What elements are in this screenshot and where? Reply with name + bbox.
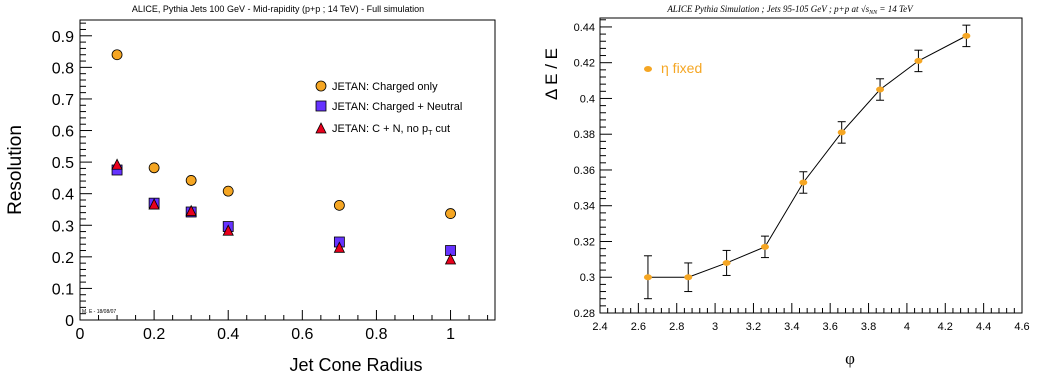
right-y-tick-label: 0.32 — [574, 236, 595, 248]
left-x-tick-label: 0.4 — [217, 326, 239, 343]
left-y-tick-label: 0.7 — [52, 92, 74, 109]
right-plot-frame — [599, 17, 1023, 314]
left-y-tick-label: 0.1 — [52, 281, 74, 298]
left-y-tick-label: 0.4 — [52, 187, 74, 204]
right-x-tick-label: 2.6 — [631, 321, 646, 333]
legend-label-charged-neutral: JETAN: Charged + Neutral — [332, 101, 462, 113]
legend-square-marker — [315, 100, 327, 112]
right-axes: 0.28 0.3 0.32 0.34 0.36 0.38 0.4 0.42 0.44 2.4 2.6… — [574, 19, 1030, 333]
right-y-axis-label: Δ E / E — [542, 48, 561, 100]
data-point — [837, 129, 846, 136]
triangle-point-no-pt-cut — [111, 158, 123, 170]
left-plot-frame — [79, 19, 496, 321]
left-chart-title: ALICE, Pythia Jets 100 GeV - Mid-rapidit… — [132, 4, 424, 14]
left-y-tick-label: 0.2 — [52, 250, 74, 267]
right-title-sub: NN — [868, 10, 878, 16]
right-x-tick-label: 3.4 — [784, 321, 799, 333]
right-title-main: ALICE Pythia Simulation ; Jets 95-105 Ge… — [666, 4, 859, 14]
triangle-point-no-pt-cut — [185, 204, 197, 217]
left-x-axis-label: Jet Cone Radius — [289, 355, 422, 375]
triangle-point-no-pt-cut — [333, 241, 346, 253]
legend-label-no-pt-cut-sub: T — [428, 130, 433, 137]
right-x-tick-label: 3.6 — [823, 321, 838, 333]
circle-point-charged-only — [148, 162, 160, 174]
left-x-tick-label: 1 — [446, 326, 455, 343]
right-y-tick-label: 0.34 — [574, 201, 595, 213]
right-y-tick-label: 0.44 — [574, 22, 595, 34]
left-y-axis-label: Resolution — [5, 125, 26, 215]
left-y-tick-label: 0.6 — [52, 124, 74, 141]
circle-point-charged-only — [185, 175, 197, 186]
left-y-tick-label: 0.8 — [52, 60, 74, 77]
left-x-tick-label: 0.2 — [143, 326, 165, 343]
right-y-tick-label: 0.28 — [574, 308, 595, 320]
right-x-tick-label: 4 — [904, 321, 910, 333]
circle-point-charged-only — [222, 185, 234, 197]
left-axes: 0 0.1 0.2 0.3 0.4 0.5 0.6 0.7 0.8 0.9 0 0.2 0.4 0.6 0.… — [52, 22, 489, 343]
resolution-chart: ALICE, Pythia Jets 100 GeV - Mid-rapidit… — [5, 4, 496, 375]
triangle-point-no-pt-cut — [148, 198, 160, 210]
right-y-tick-label: 0.4 — [580, 93, 595, 105]
right-y-tick-label: 0.3 — [580, 272, 595, 284]
legend-label-charged-only: JETAN: Charged only — [332, 81, 438, 93]
right-y-tick-label: 0.42 — [574, 58, 595, 70]
left-x-tick-label: 0 — [76, 326, 85, 343]
right-x-tick-label: 2.4 — [592, 321, 607, 333]
legend-circle-marker — [315, 80, 327, 92]
right-x-axis-label: φ — [845, 349, 855, 368]
triangle-point-no-pt-cut — [222, 224, 234, 236]
right-x-tick-label: 3 — [712, 321, 718, 333]
energy-resolution-chart: ALICE Pythia Simulation ; Jets 95-105 Ge… — [542, 4, 1030, 368]
data-point — [876, 86, 885, 93]
right-y-tick-label: 0.38 — [574, 129, 595, 141]
right-x-tick-label: 4.4 — [976, 321, 991, 333]
right-x-tick-label: 4.2 — [938, 321, 953, 333]
data-point — [643, 274, 652, 281]
right-title-suffix: = 14 TeV — [877, 4, 914, 14]
legend-label-no-pt-cut-suffix: cut — [432, 123, 450, 135]
right-y-tick-label: 0.36 — [574, 165, 595, 177]
data-point — [799, 179, 808, 186]
legend-label-no-pt-cut-main: JETAN: C + N, no p — [332, 123, 428, 135]
triangle-point-no-pt-cut — [444, 253, 457, 265]
right-legend: η fixed — [644, 60, 702, 76]
data-point — [684, 274, 693, 281]
right-data-marks — [643, 24, 971, 300]
right-x-tick-label: 4.6 — [1014, 321, 1029, 333]
left-y-tick-label: 0.3 — [52, 218, 74, 235]
legend-label-no-pt-cut: JETAN: C + N, no pT cut — [332, 123, 450, 137]
legend-triangle-marker — [315, 122, 327, 134]
left-data-marks — [111, 49, 457, 265]
left-y-tick-label: 0 — [65, 313, 74, 330]
left-x-tick-label: 0.8 — [365, 326, 387, 343]
date-stamp: M. E - 18/08/07 — [82, 309, 116, 315]
circle-point-charged-only — [111, 49, 123, 61]
circle-point-charged-only — [445, 208, 456, 219]
right-legend-marker — [644, 66, 652, 72]
right-x-tick-label: 2.8 — [669, 321, 684, 333]
data-point — [760, 243, 769, 250]
left-y-tick-label: 0.5 — [52, 155, 74, 172]
data-point — [962, 32, 971, 39]
left-y-tick-label: 0.9 — [52, 29, 74, 46]
right-legend-label: η fixed — [661, 60, 702, 76]
left-legend: JETAN: Charged only JETAN: Charged + Neu… — [315, 80, 462, 137]
left-x-tick-label: 0.6 — [291, 326, 313, 343]
right-chart-title: ALICE Pythia Simulation ; Jets 95-105 Ge… — [666, 4, 914, 16]
data-point — [914, 57, 923, 64]
right-title-math: √s — [861, 4, 870, 14]
right-x-tick-label: 3.8 — [861, 321, 876, 333]
data-point — [722, 259, 731, 266]
right-x-tick-label: 3.2 — [746, 321, 761, 333]
circle-point-charged-only — [333, 199, 345, 211]
